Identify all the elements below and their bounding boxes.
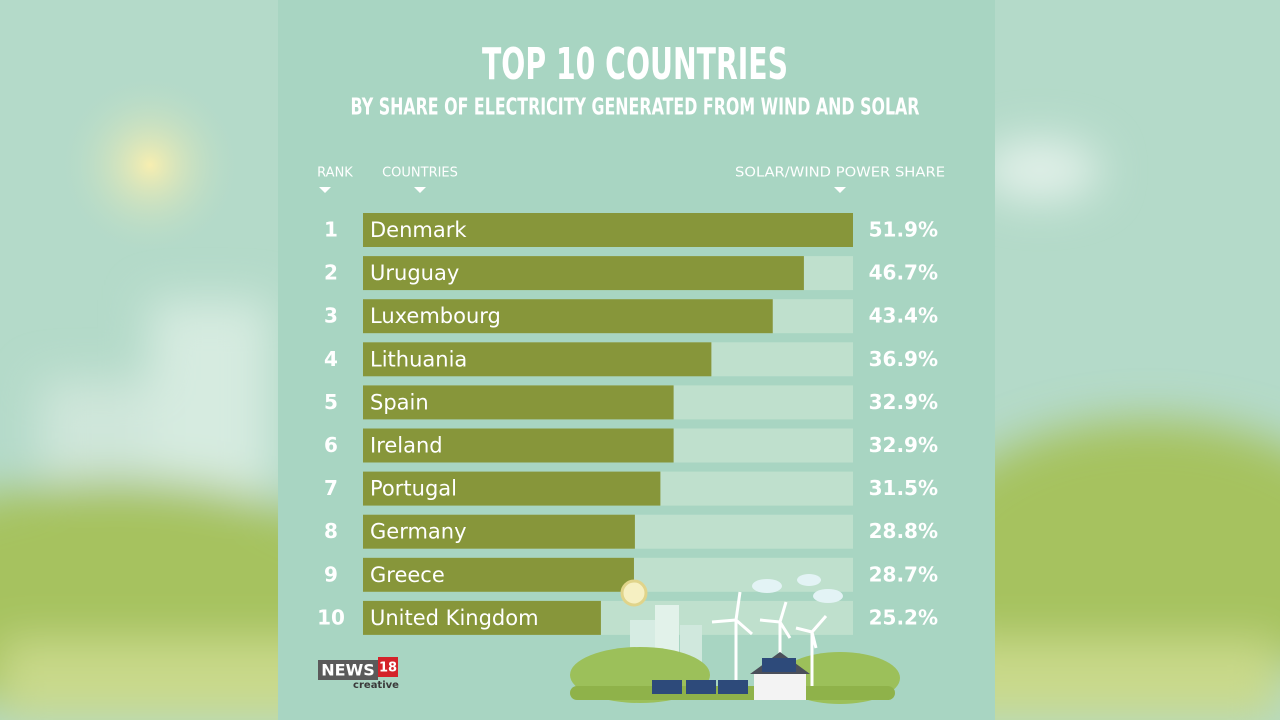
rank-label: 2	[324, 261, 338, 285]
bar	[363, 557, 634, 592]
value-label: 46.7%	[869, 261, 938, 285]
bar	[363, 342, 712, 377]
value-label: 28.7%	[869, 562, 938, 586]
value-label: 32.9%	[869, 390, 938, 414]
logo-number: 18	[379, 661, 397, 676]
chart-subtitle: BY SHARE OF ELECTRICITY GENERATED FROM W…	[351, 95, 920, 121]
category-label: Lithuania	[370, 347, 467, 371]
category-label: Greece	[370, 563, 445, 587]
rank-label: 7	[324, 476, 338, 500]
column-header: RANK	[317, 166, 353, 181]
bar	[363, 428, 674, 463]
category-label: United Kingdom	[370, 606, 539, 630]
category-label: Portugal	[370, 477, 457, 501]
bar	[363, 471, 661, 506]
chart-title: TOP 10 COUNTRIES	[482, 39, 788, 90]
rank-label: 1	[324, 218, 338, 242]
logo-tagline: creative	[353, 680, 399, 691]
rank-label: 4	[324, 347, 338, 371]
bar	[363, 256, 804, 291]
value-label: 32.9%	[869, 433, 938, 457]
rank-label: 5	[324, 390, 338, 414]
bar	[363, 299, 773, 334]
logo-name: NEWS	[321, 661, 375, 680]
column-header: COUNTRIES	[382, 166, 458, 181]
category-label: Luxembourg	[370, 304, 501, 328]
bar	[363, 600, 601, 635]
value-label: 28.8%	[869, 519, 938, 543]
bar-rows: 1 Denmark 51.9% 2 Uruguay 46.7% 3 Luxembourg 43.…	[317, 213, 938, 635]
value-label: 25.2%	[869, 605, 938, 629]
rank-label: 9	[324, 562, 338, 586]
category-label: Uruguay	[370, 261, 459, 285]
value-label: 51.9%	[869, 218, 938, 242]
category-label: Ireland	[370, 434, 443, 458]
value-label: 31.5%	[869, 476, 938, 500]
bar	[363, 514, 635, 549]
rank-label: 8	[324, 519, 338, 543]
column-header: SOLAR/WIND POWER SHARE	[735, 166, 945, 181]
category-label: Denmark	[370, 218, 467, 242]
logo: NEWS 18 creative	[318, 657, 399, 691]
category-label: Germany	[370, 520, 467, 544]
rank-label: 10	[317, 605, 345, 629]
bar	[363, 385, 674, 420]
category-label: Spain	[370, 390, 429, 414]
value-label: 36.9%	[869, 347, 938, 371]
rank-label: 3	[324, 304, 338, 328]
bar	[363, 213, 853, 247]
value-label: 43.4%	[869, 304, 938, 328]
illustration	[570, 574, 900, 704]
rank-label: 6	[324, 433, 338, 457]
